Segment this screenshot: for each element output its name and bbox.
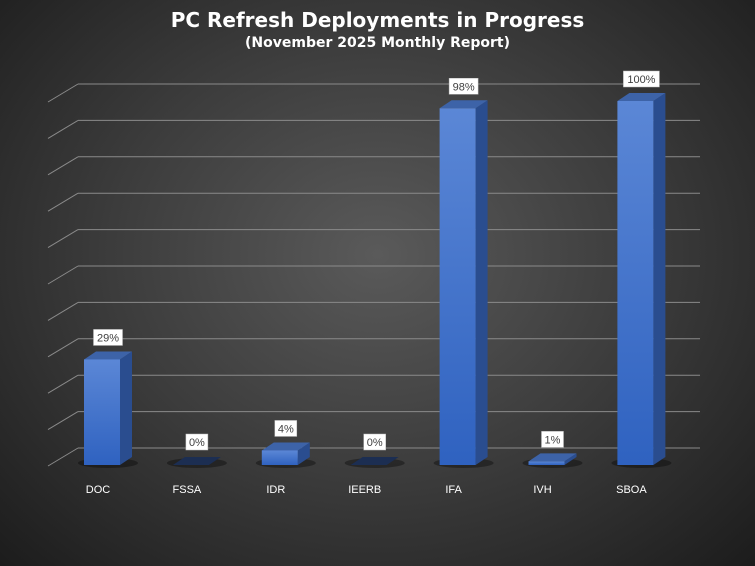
gridline-depth (47, 447, 79, 467)
gridline-depth (47, 192, 79, 212)
bar-top (439, 100, 488, 109)
bar-top (617, 93, 666, 101)
gridline-depth (47, 411, 79, 431)
x-tick-label: IVH (533, 484, 551, 496)
bar-DOC (84, 359, 120, 465)
data-label: 29% (97, 332, 119, 344)
x-tick-label: DOC (86, 484, 111, 496)
gridline-depth (47, 265, 79, 285)
data-label: 98% (453, 81, 475, 93)
bar-side (120, 351, 132, 465)
chart-subtitle: (November 2025 Monthly Report) (245, 35, 510, 51)
gridline-depth (47, 374, 79, 394)
bar-IFA (439, 108, 476, 465)
bar-top (261, 442, 310, 451)
data-label-box (274, 420, 298, 437)
bar-IVH (528, 461, 565, 465)
data-label: 4% (278, 423, 294, 435)
data-label: 1% (545, 434, 561, 446)
gridline-depth (47, 156, 79, 176)
x-tick-label: IDR (266, 484, 285, 496)
data-label: 100% (627, 74, 655, 86)
gridline-depth (47, 301, 79, 321)
x-tick-label: IEERB (348, 484, 381, 496)
data-label-box (93, 329, 123, 346)
bar-side (564, 453, 577, 465)
bar-SBOA (617, 101, 654, 465)
gridline-depth (47, 338, 79, 358)
chart-title: PC Refresh Deployments in Progress (170, 8, 585, 32)
bar-side (653, 93, 666, 465)
x-tick-label: IFA (445, 484, 462, 496)
data-label-box (448, 78, 479, 95)
data-label: 0% (189, 437, 205, 449)
bar-side (297, 442, 310, 465)
data-label: 0% (367, 437, 383, 449)
bar-IDR (261, 450, 298, 465)
data-label-box (185, 433, 209, 451)
gridline-depth (47, 229, 79, 249)
bar-top (84, 351, 132, 360)
gridline-depth (47, 83, 79, 103)
bar-IEERB (350, 457, 399, 465)
bar-top (528, 453, 577, 462)
bar-FSSA (172, 457, 221, 465)
data-label-box (363, 433, 386, 451)
data-label-box (541, 431, 564, 448)
x-tick-label: SBOA (616, 484, 647, 496)
data-label-box (623, 70, 660, 88)
bar-side (475, 100, 488, 465)
gridline-depth (47, 119, 79, 139)
x-tick-label: FSSA (173, 484, 202, 496)
